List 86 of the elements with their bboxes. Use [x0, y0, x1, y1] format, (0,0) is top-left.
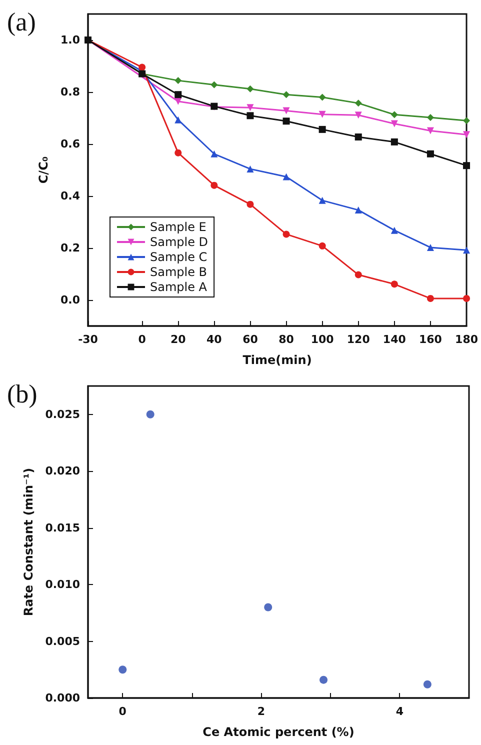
point [246, 200, 254, 208]
point [390, 120, 398, 128]
y-tick-label: 0.6 [60, 138, 80, 150]
point [210, 81, 218, 88]
point [246, 104, 254, 112]
legend-label: Sample E [150, 220, 206, 234]
point [463, 294, 470, 302]
point [390, 280, 398, 288]
point [463, 162, 470, 170]
point [354, 271, 362, 278]
point [463, 246, 470, 254]
x-tick-label: 0 [118, 705, 127, 718]
x-tick-label: 40 [206, 333, 222, 346]
point [246, 85, 254, 92]
point [318, 94, 326, 101]
y-tick-label: 0.4 [60, 190, 80, 202]
x-tick-label: 120 [346, 333, 370, 346]
point [318, 196, 326, 204]
x-tick-label: 160 [418, 333, 442, 346]
point [282, 91, 290, 98]
legend-label: Sample C [150, 250, 208, 264]
x-tick-label: 180 [455, 333, 478, 346]
y-tick-label: 0.0 [60, 294, 80, 306]
chart-title: (a) [7, 8, 36, 36]
x-tick-label: -30 [78, 333, 98, 346]
chart-title: (b) [7, 380, 38, 408]
point [246, 112, 254, 120]
x-axis-title: Time(min) [242, 353, 312, 367]
point [118, 666, 127, 674]
point [282, 173, 290, 180]
point [354, 133, 362, 140]
point [426, 244, 434, 251]
x-tick-label: 0 [138, 333, 146, 346]
y-tick-label: 0.015 [45, 521, 80, 534]
x-tick-label: 60 [242, 333, 258, 346]
point [246, 165, 254, 172]
point [282, 230, 290, 238]
y-tick-label: 0.005 [45, 634, 80, 648]
point [282, 118, 290, 125]
y-tick-label: 1.0 [60, 34, 80, 46]
point [264, 603, 272, 612]
point [318, 110, 326, 118]
y-axis-title: C/C₀ [36, 156, 51, 184]
legend-label: Sample A [150, 280, 208, 294]
x-axis-title: Ce Atomic percent (%) [202, 725, 354, 739]
x-tick-label: 100 [310, 333, 334, 346]
point [390, 111, 398, 118]
x-tick-label: 20 [170, 333, 186, 346]
y-axis-title: Rate Constant (min⁻¹) [21, 468, 36, 616]
point [146, 410, 154, 418]
point [210, 150, 218, 158]
x-tick-label: 140 [382, 333, 406, 346]
point [138, 64, 146, 71]
point [174, 149, 182, 156]
point [463, 117, 470, 124]
y-tick-label: 0.2 [60, 242, 80, 254]
point [463, 131, 470, 138]
point [210, 182, 218, 189]
legend-label: Sample D [150, 235, 208, 249]
y-tick-label: 0.025 [45, 408, 80, 421]
point [174, 116, 182, 124]
x-tick-label: 4 [396, 705, 404, 718]
point [174, 91, 182, 98]
point [390, 226, 398, 234]
point [354, 112, 362, 119]
point [174, 98, 182, 105]
y-tick-label: 0.010 [45, 578, 80, 592]
point [426, 114, 434, 121]
x-tick-label: 2 [257, 705, 266, 718]
legend-label: Sample B [150, 265, 208, 279]
point [426, 127, 434, 134]
point [318, 126, 326, 133]
x-tick-label: 80 [278, 333, 294, 346]
y-tick-label: 0.8 [60, 86, 80, 98]
point [354, 100, 362, 107]
y-tick-label: 0.000 [45, 692, 80, 704]
point [320, 676, 328, 684]
point [318, 242, 326, 250]
point [426, 294, 434, 302]
point [426, 150, 434, 158]
point [354, 206, 362, 214]
y-tick-label: 0.020 [45, 464, 80, 478]
point [282, 107, 290, 114]
point [423, 680, 432, 688]
point [390, 138, 398, 146]
point [174, 77, 182, 84]
